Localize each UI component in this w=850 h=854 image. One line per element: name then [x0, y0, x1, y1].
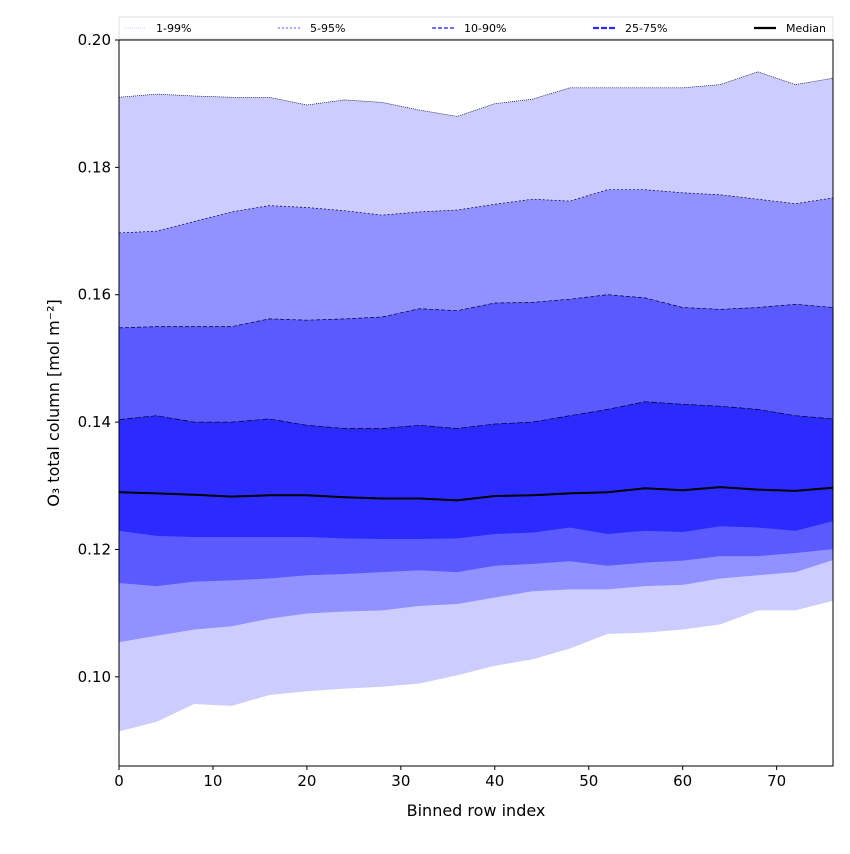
legend-item-10-90: 10-90%: [432, 22, 506, 35]
x-axis: 0 10 20 30 40 50 60 70: [114, 766, 786, 790]
y-tick-label: 0.12: [78, 540, 111, 558]
bands-layer: [118, 71, 834, 732]
y-axis: 0.10 0.12 0.14 0.16 0.18 0.20: [78, 31, 119, 686]
y-tick-label: 0.14: [78, 413, 111, 431]
x-tick-label: 20: [297, 772, 316, 790]
x-tick-label: 30: [391, 772, 410, 790]
legend-label: 5-95%: [310, 22, 345, 35]
legend-label: 1-99%: [156, 22, 191, 35]
median-line: [118, 486, 834, 502]
legend-label: 25-75%: [625, 22, 667, 35]
band-5-95-lower-line: [118, 559, 834, 643]
y-axis-label: O₃ total column [mol m⁻²]: [44, 299, 63, 507]
axes-frame: [118, 39, 834, 767]
x-tick-label: 60: [673, 772, 692, 790]
band-5-95-upper-line: [118, 189, 834, 234]
legend-label: 10-90%: [464, 22, 506, 35]
band-1-99-lower-line: [118, 600, 834, 732]
legend-item-5-95: 5-95%: [278, 22, 345, 35]
y-tick-label: 0.10: [78, 668, 111, 686]
x-tick-label: 0: [114, 772, 124, 790]
legend-item-1-99: 1-99%: [124, 22, 191, 35]
median-layer: [118, 486, 834, 502]
x-tick-label: 70: [767, 772, 786, 790]
x-tick-label: 50: [579, 772, 598, 790]
band-1-99-upper-line: [118, 71, 834, 117]
legend-item-median: Median: [754, 22, 826, 35]
x-tick-label: 10: [203, 772, 222, 790]
y-tick-label: 0.20: [78, 31, 111, 49]
y-tick-label: 0.18: [78, 158, 111, 176]
y-tick-label: 0.16: [78, 286, 111, 304]
legend-label: Median: [786, 22, 826, 35]
band-25-75-lower-line: [118, 520, 834, 539]
band-10-90-lower-line: [118, 548, 834, 587]
legend-box: [118, 16, 834, 40]
legend-item-25-75: 25-75%: [593, 22, 667, 35]
x-tick-label: 40: [485, 772, 504, 790]
legend: 1-99% 5-95% 10-90% 25-75% Median: [118, 16, 834, 40]
x-axis-label: Binned row index: [407, 801, 546, 820]
band-25-75: [119, 401, 833, 539]
